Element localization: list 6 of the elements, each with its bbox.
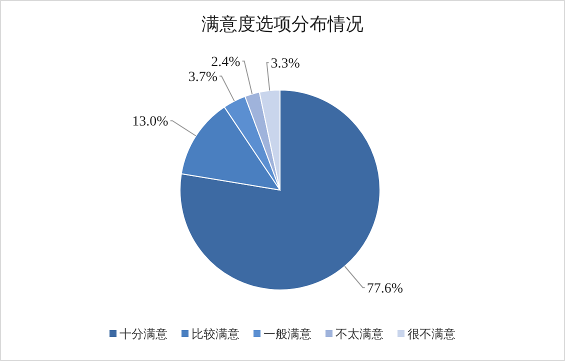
legend-label: 一般满意 [264,327,312,341]
legend-label: 十分满意 [120,327,168,341]
legend-label: 比较满意 [192,327,240,341]
legend-label: 不太满意 [336,327,384,341]
legend-label: 很不满意 [408,327,456,341]
title: 满意度选项分布情况 [202,14,364,34]
